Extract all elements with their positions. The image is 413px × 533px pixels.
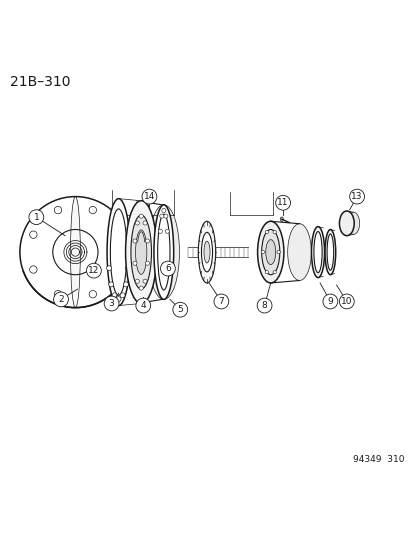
Ellipse shape [116,297,121,302]
Ellipse shape [164,214,168,218]
Ellipse shape [261,230,279,274]
Ellipse shape [157,214,170,290]
Ellipse shape [125,201,157,303]
Circle shape [54,292,68,307]
Ellipse shape [30,231,37,238]
Ellipse shape [114,266,121,273]
Circle shape [173,302,187,317]
Ellipse shape [139,214,143,218]
Circle shape [349,189,363,204]
Ellipse shape [54,206,62,214]
Circle shape [142,189,157,204]
Ellipse shape [154,205,173,300]
Ellipse shape [30,266,37,273]
Ellipse shape [107,199,130,305]
Circle shape [275,196,290,210]
Polygon shape [280,217,283,221]
Ellipse shape [265,240,275,264]
Ellipse shape [159,214,164,218]
Ellipse shape [135,230,147,274]
Circle shape [256,298,271,313]
Ellipse shape [313,231,321,273]
Text: 11: 11 [277,198,288,207]
Circle shape [104,296,119,311]
Ellipse shape [133,239,137,243]
Ellipse shape [158,229,162,233]
Circle shape [160,261,175,276]
Ellipse shape [135,279,139,283]
Ellipse shape [201,232,212,272]
Ellipse shape [110,209,126,295]
Ellipse shape [339,211,354,236]
Ellipse shape [204,241,209,263]
Ellipse shape [326,234,333,270]
Ellipse shape [346,212,359,235]
Text: 94349  310: 94349 310 [352,455,404,464]
Text: 10: 10 [340,297,352,306]
Ellipse shape [123,282,128,287]
Text: 3: 3 [109,299,114,308]
Text: 4: 4 [140,301,146,310]
Ellipse shape [70,197,80,308]
Ellipse shape [261,251,264,254]
Text: 5: 5 [177,305,183,314]
Ellipse shape [145,239,149,243]
Text: 2: 2 [58,295,64,304]
Circle shape [135,298,150,313]
Ellipse shape [112,293,117,298]
Circle shape [86,263,101,278]
Ellipse shape [287,224,311,280]
Text: 12: 12 [88,266,100,275]
Circle shape [29,210,44,224]
Circle shape [339,294,354,309]
Circle shape [322,294,337,309]
Ellipse shape [89,290,96,298]
Ellipse shape [273,270,275,274]
Ellipse shape [142,279,147,283]
Text: 21B–310: 21B–310 [9,75,70,90]
Ellipse shape [276,251,280,254]
Ellipse shape [145,261,149,265]
Ellipse shape [257,221,283,283]
Ellipse shape [114,231,121,238]
Text: 9: 9 [327,297,332,306]
Ellipse shape [165,229,169,233]
Ellipse shape [109,282,114,287]
Ellipse shape [264,230,268,233]
Ellipse shape [135,221,139,225]
Ellipse shape [273,230,275,233]
Circle shape [214,294,228,309]
Ellipse shape [89,206,96,214]
Ellipse shape [106,266,111,271]
Text: 13: 13 [351,192,362,201]
Text: 1: 1 [33,213,39,222]
Ellipse shape [324,230,335,274]
Text: 8: 8 [261,301,267,310]
Ellipse shape [198,221,215,283]
Ellipse shape [264,270,268,274]
Ellipse shape [148,205,179,300]
Text: 7: 7 [218,297,224,306]
Text: 14: 14 [143,192,155,201]
Ellipse shape [131,215,151,289]
Ellipse shape [139,286,143,290]
Ellipse shape [161,208,166,213]
Ellipse shape [133,261,137,265]
Ellipse shape [125,266,130,271]
Ellipse shape [311,227,324,278]
Ellipse shape [142,221,147,225]
Ellipse shape [120,293,125,298]
Ellipse shape [54,290,62,298]
Text: 6: 6 [165,264,171,273]
